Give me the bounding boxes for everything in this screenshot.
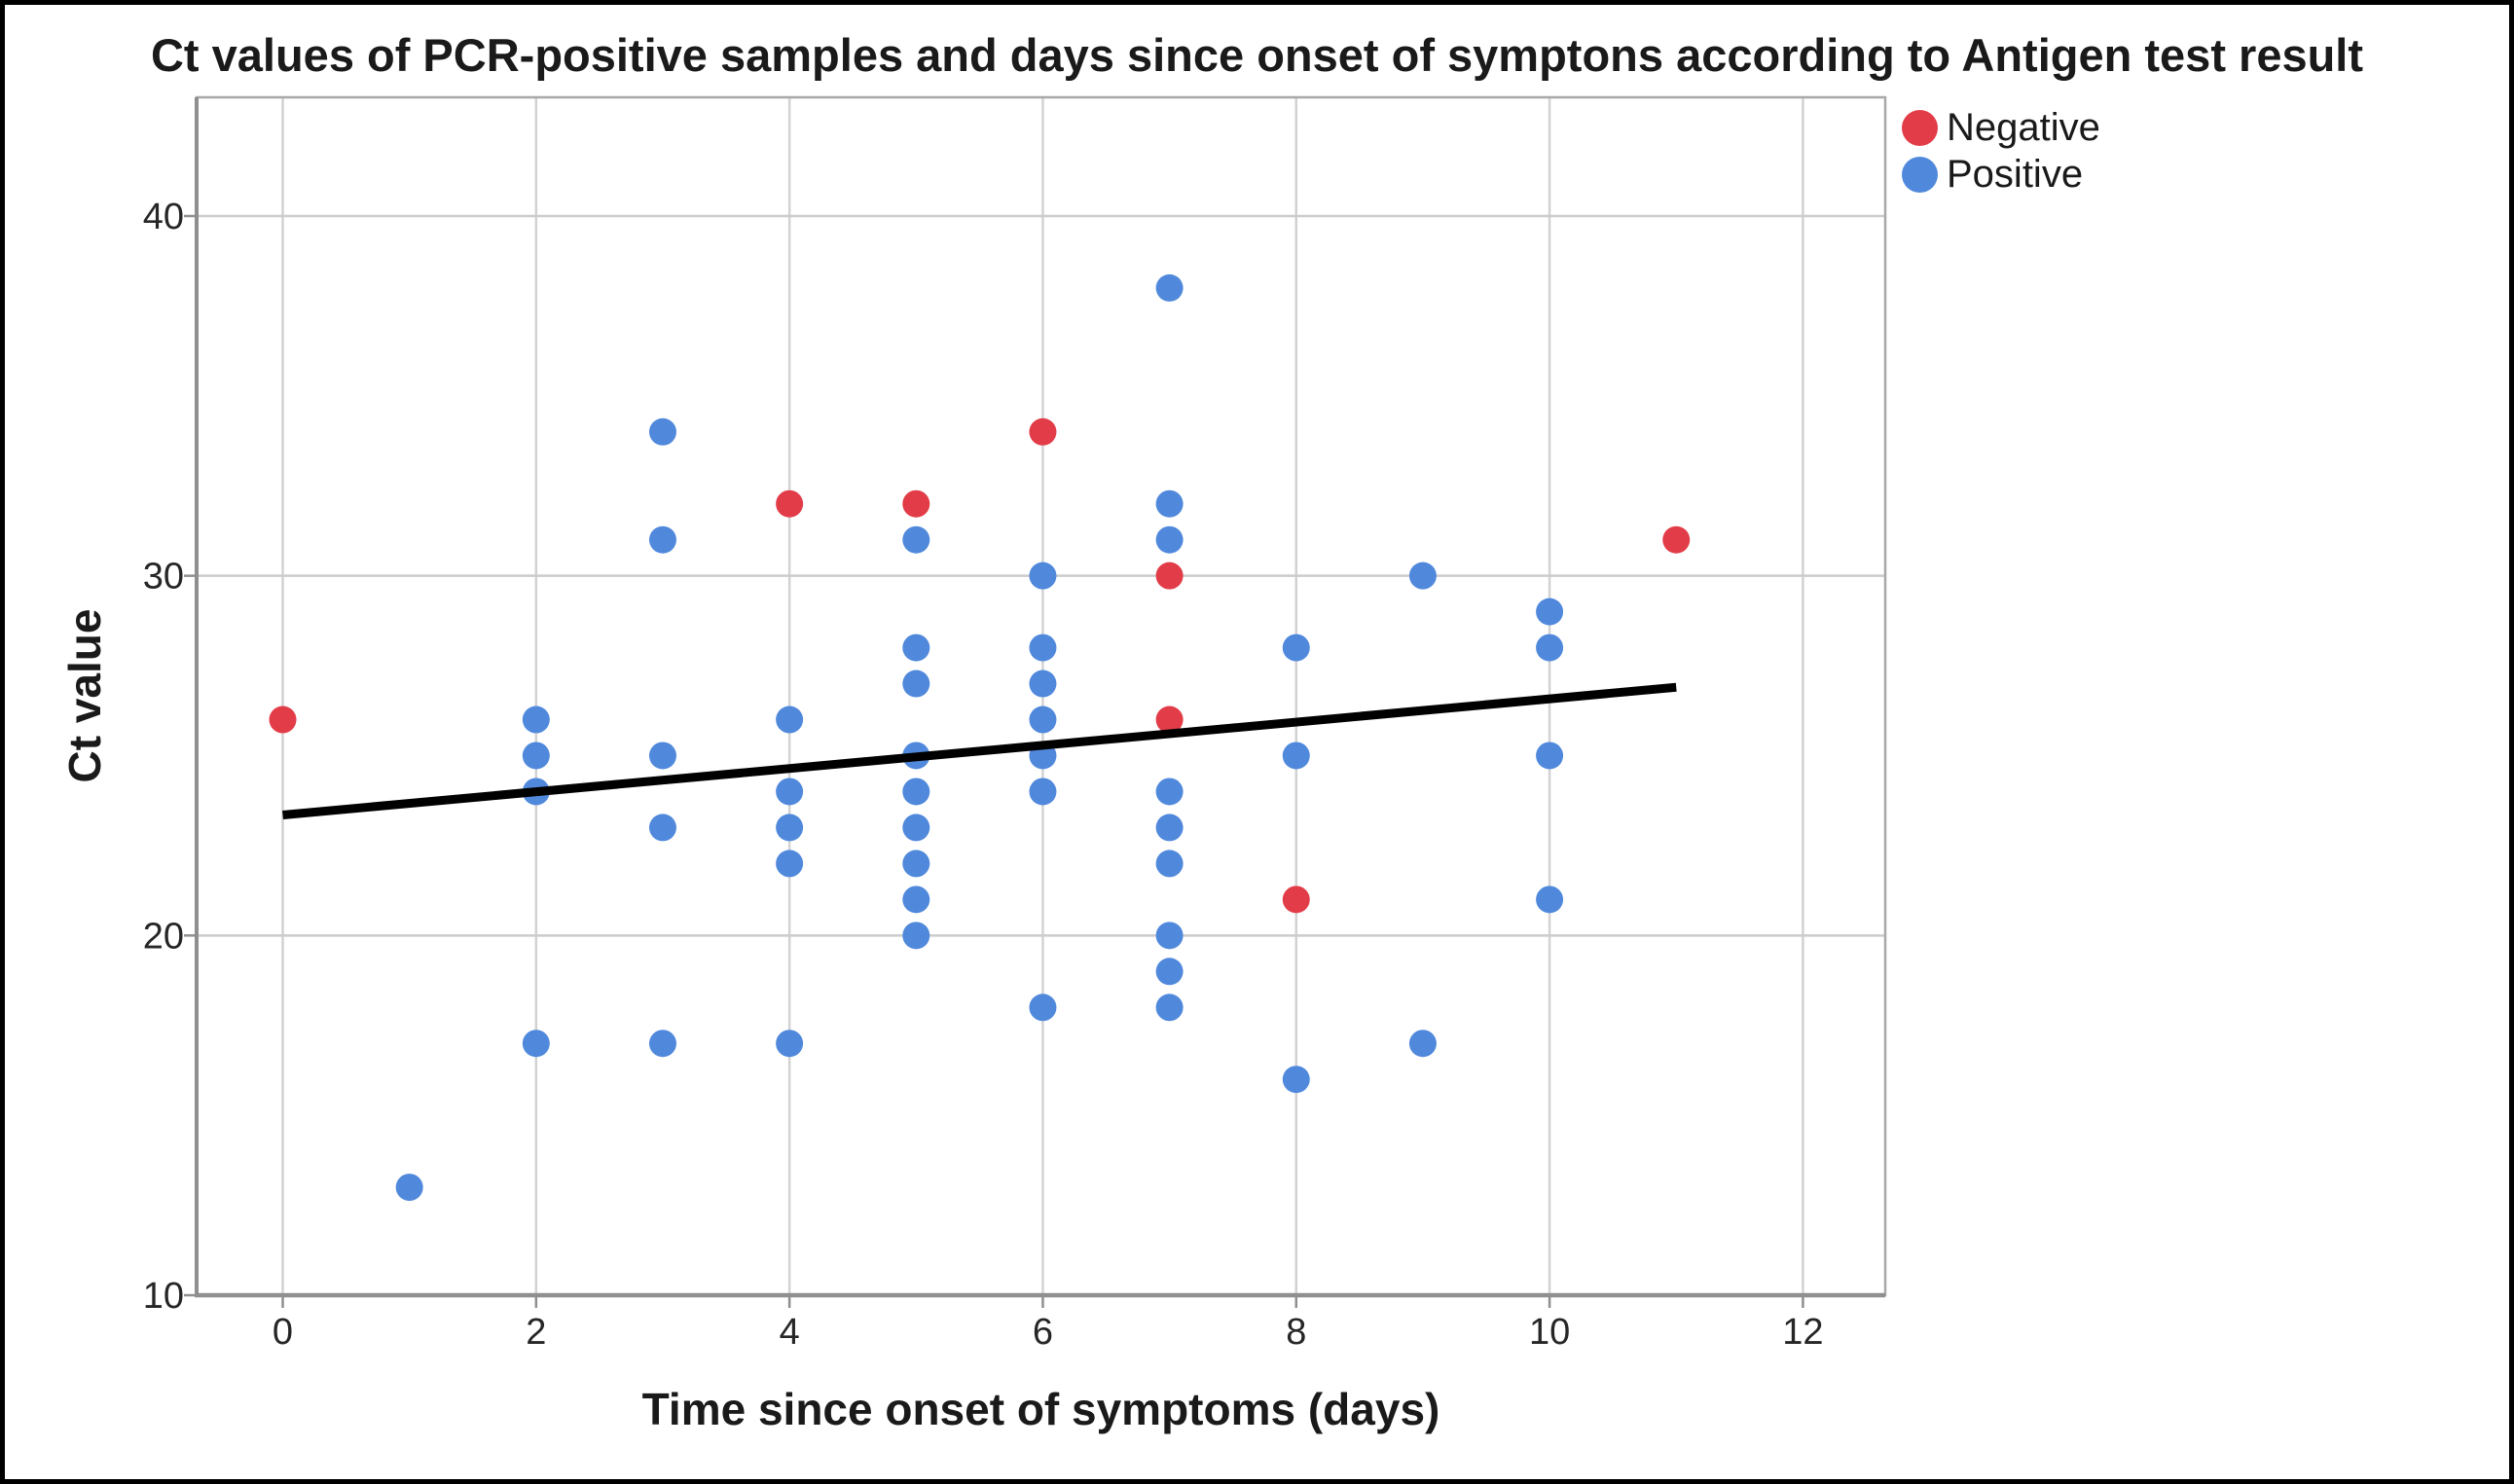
data-point bbox=[1282, 633, 1310, 662]
data-point bbox=[269, 706, 297, 734]
data-point bbox=[522, 1030, 550, 1058]
data-point bbox=[1155, 489, 1184, 518]
data-point bbox=[1029, 561, 1057, 590]
data-point bbox=[902, 814, 930, 842]
data-point bbox=[1155, 778, 1184, 806]
data-point bbox=[902, 922, 930, 950]
data-point bbox=[776, 489, 804, 518]
x-tick-label: 8 bbox=[1286, 1312, 1306, 1353]
x-tick-label: 12 bbox=[1782, 1312, 1823, 1353]
data-point bbox=[1029, 633, 1057, 662]
y-tick-label: 40 bbox=[143, 197, 184, 237]
data-point bbox=[902, 489, 930, 518]
data-point bbox=[776, 778, 804, 806]
y-axis-title: Ct value bbox=[59, 608, 110, 783]
data-point bbox=[1155, 273, 1184, 302]
data-point bbox=[522, 742, 550, 770]
x-axis-title: Time since onset of symptoms (days) bbox=[641, 1384, 1440, 1434]
data-point bbox=[1029, 670, 1057, 698]
data-point bbox=[902, 850, 930, 878]
series-negative bbox=[269, 417, 1691, 914]
data-point bbox=[1155, 994, 1184, 1022]
data-point bbox=[902, 886, 930, 914]
data-point bbox=[1536, 742, 1564, 770]
series-positive bbox=[395, 273, 1564, 1202]
data-point bbox=[1029, 417, 1057, 446]
y-tick-label: 10 bbox=[143, 1276, 184, 1317]
data-point bbox=[776, 814, 804, 842]
x-tick-label: 6 bbox=[1033, 1312, 1053, 1353]
data-point bbox=[902, 778, 930, 806]
x-tick-label: 2 bbox=[526, 1312, 546, 1353]
data-point bbox=[1155, 958, 1184, 986]
data-point bbox=[776, 706, 804, 734]
trend-line bbox=[282, 682, 1677, 819]
data-point bbox=[648, 1030, 676, 1058]
legend-item-negative: Negative bbox=[1902, 104, 2100, 151]
data-point bbox=[1536, 633, 1564, 662]
data-point bbox=[1155, 525, 1184, 554]
y-tick-labels: 10 20 30 40 bbox=[143, 197, 184, 1317]
data-point bbox=[902, 525, 930, 554]
data-point bbox=[1155, 561, 1184, 590]
data-point bbox=[902, 633, 930, 662]
y-tick-label: 20 bbox=[143, 916, 184, 957]
data-point bbox=[1536, 886, 1564, 914]
data-point bbox=[1029, 778, 1057, 806]
x-tick-label: 10 bbox=[1529, 1312, 1570, 1353]
data-point bbox=[395, 1174, 423, 1202]
data-point bbox=[1155, 814, 1184, 842]
x-tick-label: 4 bbox=[780, 1312, 800, 1353]
x-tick-label: 0 bbox=[273, 1312, 293, 1353]
data-point bbox=[776, 850, 804, 878]
legend-item-positive: Positive bbox=[1902, 151, 2100, 198]
data-point bbox=[648, 525, 676, 554]
data-point bbox=[1155, 850, 1184, 878]
data-point bbox=[1029, 994, 1057, 1022]
x-tick-labels: 0 2 4 6 8 10 12 bbox=[273, 1312, 1824, 1353]
data-point bbox=[1155, 922, 1184, 950]
plot-frame bbox=[195, 95, 1887, 1298]
data-point bbox=[776, 1030, 804, 1058]
legend: Negative Positive bbox=[1902, 104, 2100, 198]
tick-marks bbox=[184, 214, 1804, 1308]
data-point bbox=[1029, 706, 1057, 734]
data-point bbox=[1408, 561, 1437, 590]
scatter-plot-canvas: 0 2 4 6 8 10 12 10 20 30 40 bbox=[143, 95, 1887, 1353]
chart-title: Ct values of PCR-positive samples and da… bbox=[150, 29, 2364, 81]
legend-label-negative: Negative bbox=[1947, 105, 2100, 149]
data-point bbox=[648, 417, 676, 446]
data-point bbox=[648, 814, 676, 842]
legend-label-positive: Positive bbox=[1947, 152, 2084, 196]
data-point bbox=[1536, 597, 1564, 626]
data-point bbox=[1408, 1030, 1437, 1058]
negative-dot-icon bbox=[1902, 109, 1938, 146]
data-point bbox=[1282, 742, 1310, 770]
y-tick-label: 30 bbox=[143, 557, 184, 597]
data-point bbox=[902, 670, 930, 698]
data-point bbox=[1282, 886, 1310, 914]
data-point bbox=[1155, 706, 1184, 734]
data-point bbox=[648, 742, 676, 770]
data-point bbox=[1662, 525, 1691, 554]
data-point bbox=[1282, 1066, 1310, 1094]
data-point bbox=[522, 706, 550, 734]
positive-dot-icon bbox=[1902, 156, 1938, 193]
